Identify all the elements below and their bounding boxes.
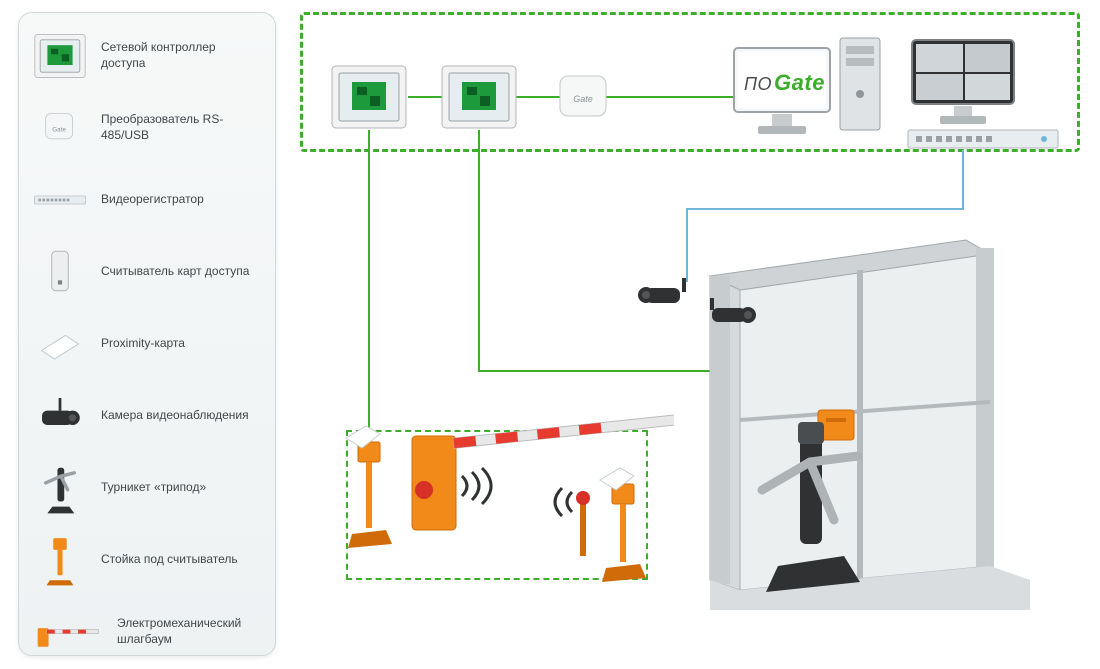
controller-1 [330, 64, 408, 130]
dvr-icon [33, 173, 87, 227]
legend-item-camera: Камера видеонаблюдения [33, 389, 261, 443]
svg-text:Gate: Gate [573, 94, 593, 104]
legend-label: Считыватель карт доступа [101, 264, 249, 280]
camera-right [706, 296, 762, 337]
legend-label: Преобразователь RS-485/USB [101, 112, 261, 143]
cctv-wire-2 [686, 208, 964, 210]
legend-item-barrier: Электромеханический шлагбаум [33, 605, 261, 659]
converter: Gate [556, 72, 610, 120]
legend-label: Сетевой контроллер доступа [101, 40, 261, 71]
camera-left [632, 274, 692, 319]
pedestal-icon [33, 533, 87, 587]
camera-icon [33, 389, 87, 443]
barrier-icon [33, 605, 103, 659]
reader-icon [33, 245, 87, 299]
legend-label: Proximity-карта [101, 336, 185, 352]
monitor-cctv [908, 36, 1018, 134]
legend-item-converter: Gate Преобразователь RS-485/USB [33, 101, 261, 155]
system-diagram: Gate ПО Gate [300, 8, 1090, 660]
software-label-prefix: ПО [744, 75, 772, 93]
legend-label: Турникет «трипод» [101, 480, 206, 496]
cctv-wire-1 [962, 150, 964, 210]
pc-tower [836, 34, 884, 134]
tripod-icon [33, 461, 87, 515]
legend-item-controller: Сетевой контроллер доступа [33, 29, 261, 83]
legend-label: Камера видеонаблюдения [101, 408, 249, 424]
controller-icon [33, 29, 87, 83]
legend-label: Электромеханический шлагбаум [117, 616, 261, 647]
barrier-group [344, 400, 674, 600]
monitor-software: ПО Gate [730, 44, 834, 144]
dvr [906, 128, 1060, 150]
legend-item-card: Proximity-карта [33, 317, 261, 371]
turnstile [748, 416, 868, 604]
legend-item-reader: Считыватель карт доступа [33, 245, 261, 299]
legend-item-dvr: Видеорегистратор [33, 173, 261, 227]
software-label-brand: Gate [774, 72, 825, 94]
legend-label: Стойка под считыватель [101, 552, 238, 568]
legend-panel: Сетевой контроллер доступа Gate Преобраз… [18, 12, 276, 656]
card-icon [33, 317, 87, 371]
wire-ctrl2-down [478, 130, 480, 370]
legend-item-pedestal: Стойка под считыватель [33, 533, 261, 587]
controller-2 [440, 64, 518, 130]
wire-conv-pc [610, 96, 734, 98]
legend-label: Видеорегистратор [101, 192, 204, 208]
wire-ctrl1-down [368, 130, 370, 432]
svg-text:Gate: Gate [52, 127, 66, 134]
converter-icon: Gate [33, 101, 87, 155]
legend-item-tripod: Турникет «трипод» [33, 461, 261, 515]
